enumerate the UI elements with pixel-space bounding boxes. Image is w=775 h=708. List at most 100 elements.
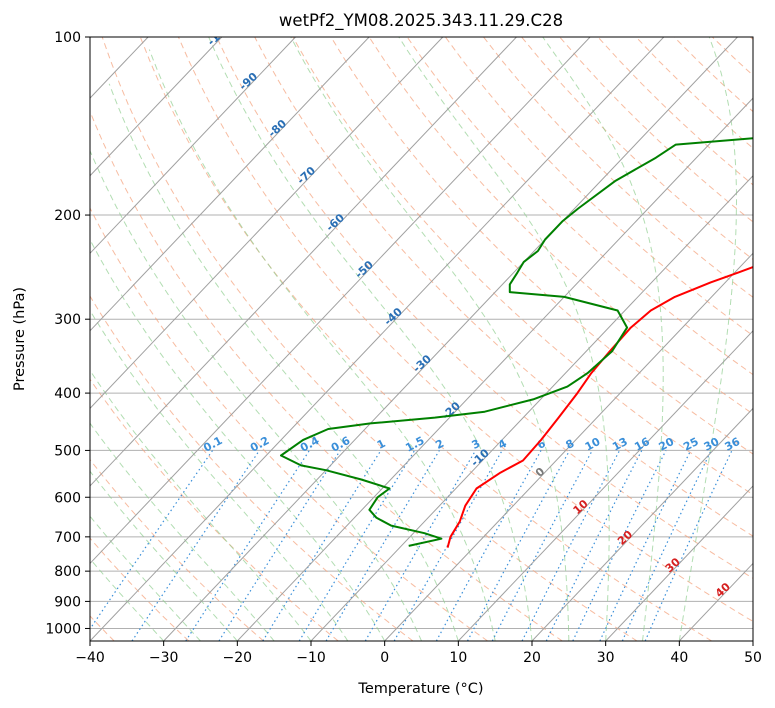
isotherm	[90, 37, 370, 332]
mixing-ratio-lines	[90, 450, 733, 641]
moist-adiabat	[290, 37, 570, 641]
x-tick-label: 20	[523, 650, 541, 666]
mixing-ratio-label: 1.5	[403, 434, 426, 455]
dry-adiabat	[90, 458, 264, 641]
y-tick-label: 200	[54, 208, 81, 224]
mixing-ratio-label: 20	[657, 435, 677, 454]
isotherm-label: 30	[663, 555, 683, 575]
y-tick-label: 1000	[45, 621, 81, 637]
mixing-ratio-line	[262, 450, 382, 641]
isotherm-label: 40	[713, 580, 733, 600]
isotherm-label: -90	[237, 70, 261, 93]
isotherm	[90, 37, 223, 177]
moist-adiabat	[90, 422, 275, 641]
isotherm	[90, 37, 665, 641]
dry-adiabat	[90, 207, 488, 641]
x-axis-title: Temperature (°C)	[357, 681, 483, 697]
isotherm	[90, 37, 444, 410]
y-tick-label: 400	[54, 386, 81, 402]
x-tick-label: 50	[744, 650, 762, 666]
moist-adiabat	[90, 149, 422, 641]
mixing-ratio-label: 0.6	[329, 434, 353, 455]
x-tick-label: 40	[670, 650, 688, 666]
mixing-ratio-line	[131, 450, 260, 641]
mixing-ratio-label: 2	[433, 437, 446, 452]
isotherm	[163, 37, 738, 641]
x-tick-label: −30	[149, 650, 179, 666]
dry-adiabat	[292, 37, 753, 496]
x-tick-label: 10	[449, 650, 467, 666]
isotherm-label: -50	[353, 258, 377, 281]
profile-series	[280, 137, 753, 548]
mixing-ratio-line	[545, 450, 643, 641]
temperature-line	[446, 265, 753, 548]
y-tick-label: 800	[54, 564, 81, 580]
dry-adiabat	[90, 537, 190, 641]
isotherm-label: -40	[382, 305, 406, 328]
dry-adiabat	[139, 37, 712, 641]
y-tick-label: 900	[54, 594, 81, 610]
moist-adiabat	[90, 470, 238, 641]
moist-adiabat	[108, 83, 459, 641]
mixing-ratio-label: 30	[702, 435, 722, 454]
mixing-ratio-line	[435, 450, 542, 641]
dry-adiabat	[559, 37, 753, 223]
isotherm-label: -80	[266, 117, 290, 140]
isotherm-label: 10	[571, 497, 591, 517]
isotherm-label: -100	[205, 20, 234, 48]
mixing-ratio-label: 36	[723, 435, 743, 454]
moist-adiabat	[90, 309, 349, 641]
mixing-ratio-line	[298, 450, 416, 641]
y-axis-title: Pressure (hPa)	[12, 287, 28, 391]
dry-adiabat	[101, 37, 638, 641]
y-tick-label: 100	[54, 30, 81, 46]
plot-area: -100-90-80-70-60-50-40-30-20-10010203040…	[90, 20, 753, 641]
isotherm	[752, 640, 753, 641]
dry-adiabat	[254, 37, 753, 537]
x-tick-label: −20	[223, 650, 253, 666]
isotherm-label: -20	[439, 399, 463, 422]
dry-adiabat	[635, 37, 753, 149]
mixing-ratio-line	[185, 450, 310, 641]
mixing-ratio-label: 13	[610, 435, 630, 454]
mixing-ratio-line	[572, 450, 667, 641]
mixing-ratio-label: 0.1	[201, 434, 224, 455]
dry-adiabat	[90, 295, 414, 641]
dry-adiabat	[406, 37, 753, 376]
moist-adiabat	[398, 37, 610, 641]
dry-adiabat	[368, 37, 753, 415]
mixing-ratio-line	[325, 450, 440, 641]
mixing-ratio-label: 16	[632, 435, 652, 454]
y-tick-label: 700	[54, 530, 81, 546]
mixing-ratio-line	[90, 450, 214, 631]
isotherm	[90, 37, 517, 487]
moist-adiabat	[542, 37, 664, 641]
mixing-ratio-line	[218, 450, 341, 641]
dry-adiabat	[597, 37, 753, 186]
mixing-ratio-label: 25	[681, 435, 701, 454]
dry-adiabat	[177, 37, 753, 622]
x-tick-label: −10	[296, 650, 326, 666]
chart-title: wetPf2_YM08.2025.343.11.29.C28	[279, 11, 563, 31]
moist-adiabat	[208, 37, 533, 641]
mixing-ratio-line	[644, 450, 733, 641]
dry-adiabat	[521, 37, 753, 261]
isotherm	[90, 37, 296, 255]
dry-adiabat	[750, 37, 753, 41]
dry-adiabat	[330, 37, 753, 455]
mixing-ratio-label: 1	[375, 437, 388, 452]
dry-adiabats	[90, 37, 753, 641]
dry-adiabat	[216, 37, 753, 579]
isotherm	[605, 485, 753, 641]
isotherm	[457, 330, 753, 641]
dry-adiabat	[483, 37, 753, 298]
moist-adiabat	[148, 49, 496, 641]
mixing-ratio-line	[621, 450, 712, 641]
isotherm	[384, 252, 753, 641]
x-tick-label: 0	[380, 650, 389, 666]
dry-adiabat	[90, 110, 563, 641]
mixing-ratio-line	[466, 450, 571, 641]
y-tick-label: 500	[54, 443, 81, 459]
x-axis-ticks: −40 −30 −20 −10 0 10 20 30 40 50	[75, 641, 762, 666]
dewpoint-line	[280, 137, 753, 547]
